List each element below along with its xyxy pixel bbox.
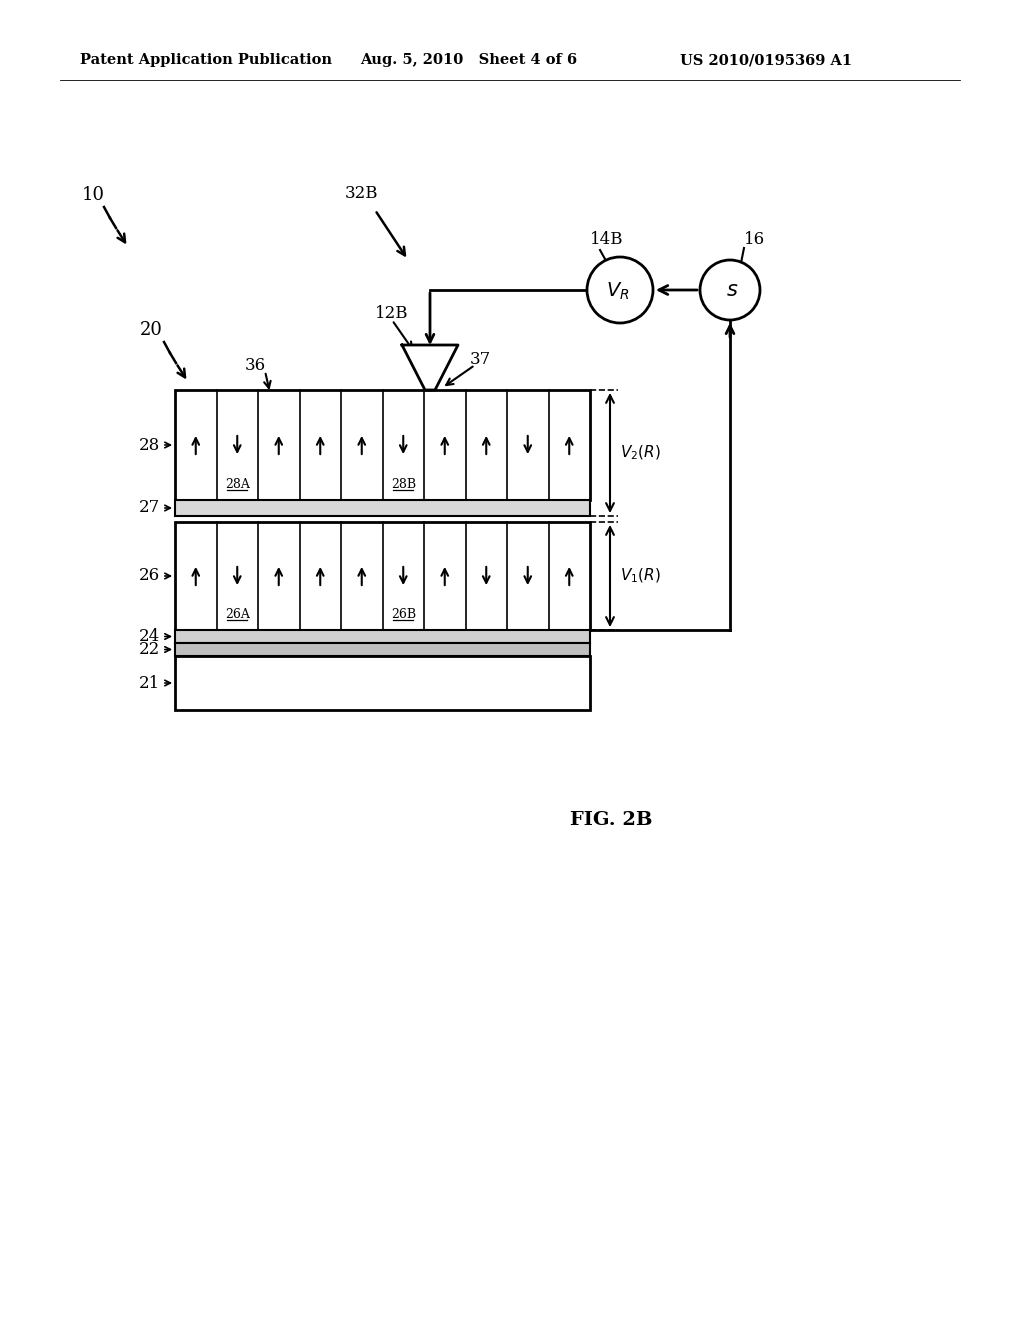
Text: 21: 21 (138, 675, 160, 692)
Text: 26A: 26A (225, 607, 250, 620)
Text: $V_1(R)$: $V_1(R)$ (620, 566, 660, 585)
Text: 16: 16 (744, 231, 765, 248)
Text: $V_2(R)$: $V_2(R)$ (620, 444, 660, 462)
Text: 22: 22 (138, 642, 160, 657)
Polygon shape (402, 345, 458, 389)
Text: 27: 27 (138, 499, 160, 516)
Text: 10: 10 (82, 186, 105, 205)
Text: Patent Application Publication: Patent Application Publication (80, 53, 332, 67)
Bar (175, 630, 590, 643)
Bar (175, 643, 590, 656)
Bar (175, 500, 590, 516)
Text: 36: 36 (245, 356, 266, 374)
Bar (175, 521, 590, 630)
Text: 12B: 12B (375, 305, 409, 322)
Text: 28: 28 (138, 437, 160, 454)
Text: 26B: 26B (391, 607, 416, 620)
Bar (175, 389, 590, 500)
Text: 28B: 28B (391, 478, 416, 491)
Text: 37: 37 (470, 351, 492, 368)
Text: 26: 26 (139, 568, 160, 585)
Text: Aug. 5, 2010   Sheet 4 of 6: Aug. 5, 2010 Sheet 4 of 6 (360, 53, 578, 67)
Text: US 2010/0195369 A1: US 2010/0195369 A1 (680, 53, 852, 67)
Text: FIG. 2B: FIG. 2B (570, 810, 652, 829)
Text: 32B: 32B (345, 185, 379, 202)
Text: $V_R$: $V_R$ (606, 280, 630, 302)
Text: 28A: 28A (225, 478, 250, 491)
Text: 24: 24 (138, 628, 160, 645)
Circle shape (700, 260, 760, 319)
Text: 14B: 14B (590, 231, 624, 248)
Text: 20: 20 (140, 321, 163, 339)
Text: $\mathit{s}$: $\mathit{s}$ (726, 281, 738, 301)
Bar (175, 656, 590, 710)
Circle shape (587, 257, 653, 323)
